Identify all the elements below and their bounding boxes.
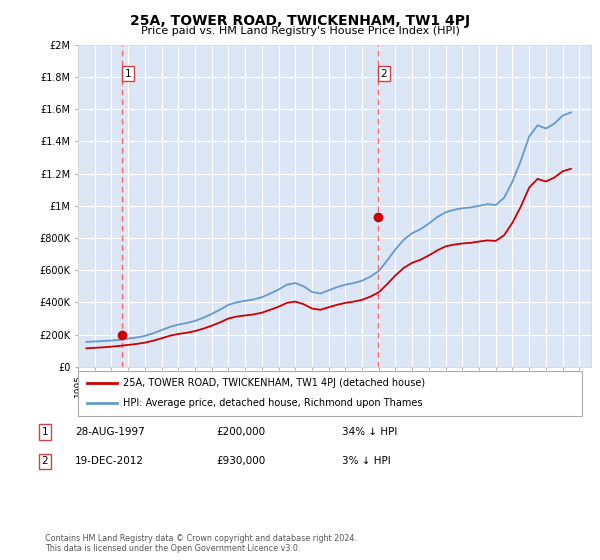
Text: 25A, TOWER ROAD, TWICKENHAM, TW1 4PJ (detached house): 25A, TOWER ROAD, TWICKENHAM, TW1 4PJ (de… — [123, 378, 425, 388]
Text: 28-AUG-1997: 28-AUG-1997 — [75, 427, 145, 437]
Text: 19-DEC-2012: 19-DEC-2012 — [75, 456, 144, 466]
Text: 1: 1 — [41, 427, 49, 437]
Text: 2: 2 — [41, 456, 49, 466]
Text: 25A, TOWER ROAD, TWICKENHAM, TW1 4PJ: 25A, TOWER ROAD, TWICKENHAM, TW1 4PJ — [130, 14, 470, 28]
Text: Price paid vs. HM Land Registry's House Price Index (HPI): Price paid vs. HM Land Registry's House … — [140, 26, 460, 36]
Text: 34% ↓ HPI: 34% ↓ HPI — [342, 427, 397, 437]
Text: HPI: Average price, detached house, Richmond upon Thames: HPI: Average price, detached house, Rich… — [123, 398, 422, 408]
Text: £930,000: £930,000 — [216, 456, 265, 466]
Text: Contains HM Land Registry data © Crown copyright and database right 2024.
This d: Contains HM Land Registry data © Crown c… — [45, 534, 357, 553]
Text: £200,000: £200,000 — [216, 427, 265, 437]
Text: 3% ↓ HPI: 3% ↓ HPI — [342, 456, 391, 466]
Text: 2: 2 — [380, 69, 387, 79]
Text: 1: 1 — [125, 69, 131, 79]
